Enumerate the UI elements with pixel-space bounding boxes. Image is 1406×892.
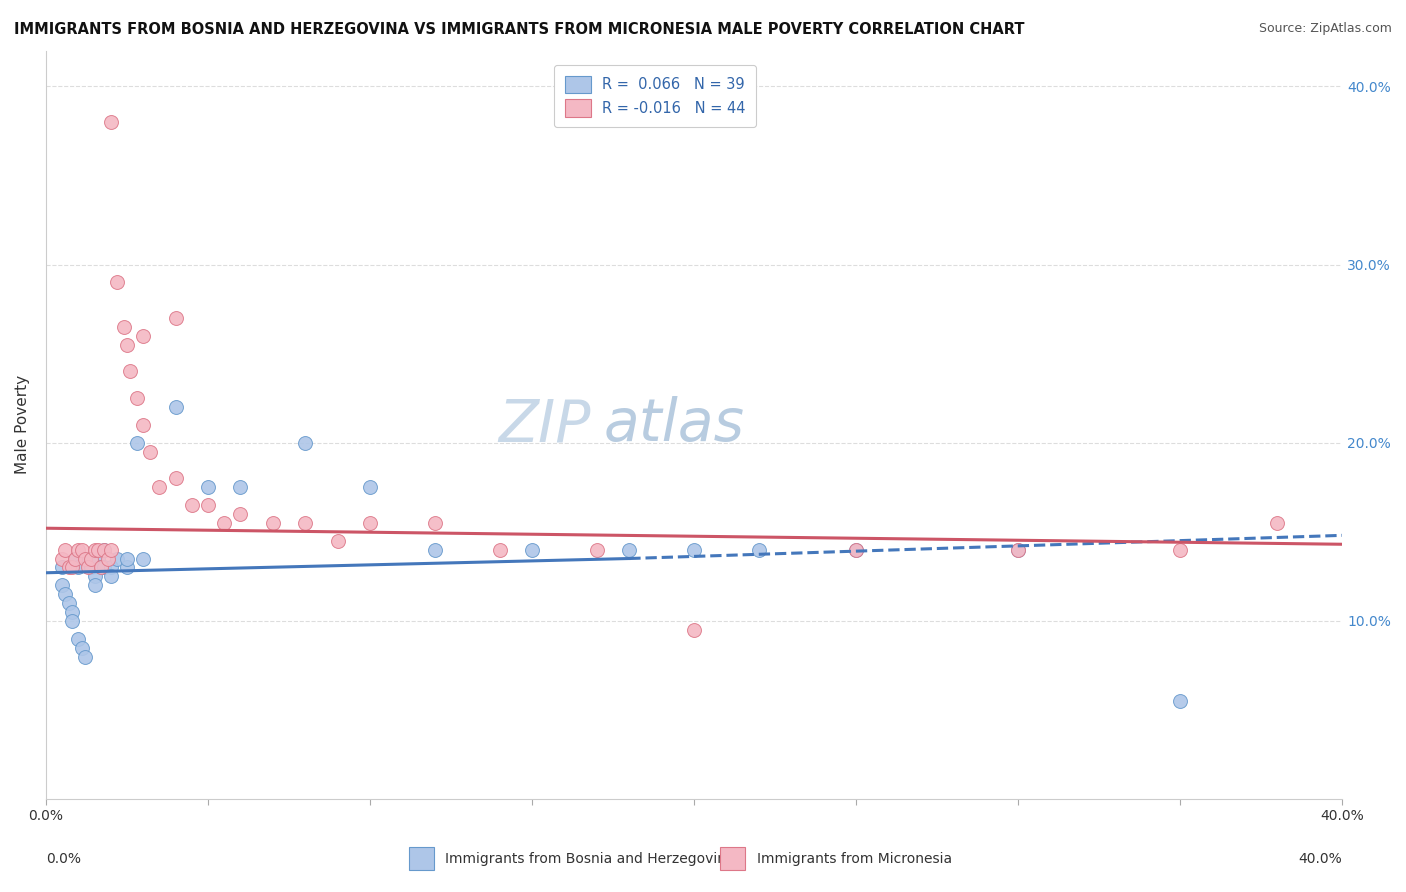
Point (132, 551, 155, 566)
Point (55, 542, 77, 557)
Point (148, 480, 170, 494)
Point (138, 444, 160, 458)
Point (1007, 542, 1029, 557)
Point (51, 560, 73, 574)
Point (488, 542, 510, 557)
Point (83, 578, 105, 592)
Point (212, 516, 235, 530)
Point (63, 551, 86, 566)
Point (229, 507, 252, 521)
Point (70, 542, 93, 557)
Text: atlas: atlas (603, 396, 744, 453)
Point (326, 533, 349, 548)
Point (423, 542, 446, 557)
Point (80, 551, 103, 566)
Point (105, 551, 128, 566)
Point (586, 542, 609, 557)
Point (125, 391, 148, 405)
Point (60, 605, 83, 619)
Point (845, 542, 868, 557)
Point (63, 551, 86, 566)
Point (180, 498, 202, 512)
Point (359, 480, 381, 494)
Point (845, 542, 868, 557)
Point (120, 364, 142, 378)
Point (67, 542, 90, 557)
Point (294, 435, 316, 450)
Text: 0.0%: 0.0% (46, 852, 82, 865)
Point (70, 640, 93, 655)
Point (90, 560, 112, 574)
Point (83, 569, 105, 583)
Point (115, 560, 138, 574)
Text: Immigrants from Micronesia: Immigrants from Micronesia (756, 852, 952, 865)
Point (125, 435, 148, 450)
Text: Immigrants from Bosnia and Herzegovina: Immigrants from Bosnia and Herzegovina (446, 852, 735, 865)
Point (423, 516, 446, 530)
Point (229, 480, 252, 494)
Point (96, 551, 118, 566)
Text: ZIP: ZIP (498, 396, 591, 453)
Point (93, 542, 115, 557)
Point (132, 328, 155, 343)
Point (87, 551, 110, 566)
Point (165, 471, 187, 485)
Point (100, 569, 122, 583)
Point (132, 417, 155, 432)
Text: Source: ZipAtlas.com: Source: ZipAtlas.com (1258, 22, 1392, 36)
Point (55, 587, 77, 601)
Point (115, 337, 138, 351)
Point (73, 649, 96, 664)
Point (1168, 694, 1191, 708)
Point (262, 516, 284, 530)
Point (112, 319, 135, 334)
Point (197, 498, 219, 512)
Point (51, 578, 73, 592)
Point (683, 542, 706, 557)
Point (90, 560, 112, 574)
Point (67, 632, 90, 646)
Point (115, 551, 138, 566)
Point (58, 560, 80, 574)
Point (165, 310, 187, 325)
Text: IMMIGRANTS FROM BOSNIA AND HERZEGOVINA VS IMMIGRANTS FROM MICRONESIA MALE POVERT: IMMIGRANTS FROM BOSNIA AND HERZEGOVINA V… (14, 22, 1025, 37)
Point (105, 276, 128, 290)
Point (83, 542, 105, 557)
Point (80, 560, 103, 574)
Point (58, 596, 80, 610)
Point (87, 542, 110, 557)
Point (100, 560, 122, 574)
Text: 40.0%: 40.0% (1299, 852, 1343, 865)
Point (77, 551, 100, 566)
Y-axis label: Male Poverty: Male Poverty (15, 376, 30, 475)
Point (197, 480, 219, 494)
Legend: R =  0.066   N = 39, R = -0.016   N = 44: R = 0.066 N = 39, R = -0.016 N = 44 (554, 65, 756, 128)
Point (520, 542, 543, 557)
Point (359, 516, 381, 530)
Point (73, 551, 96, 566)
Point (60, 560, 83, 574)
Point (619, 542, 641, 557)
Point (100, 542, 122, 557)
Point (51, 551, 73, 566)
Point (60, 614, 83, 628)
Point (67, 560, 90, 574)
Point (1168, 542, 1191, 557)
Point (93, 560, 115, 574)
Point (294, 516, 316, 530)
Point (683, 623, 706, 637)
Point (93, 542, 115, 557)
Point (748, 542, 770, 557)
Point (1267, 516, 1289, 530)
Point (100, 115, 122, 129)
Point (77, 560, 100, 574)
Point (1007, 542, 1029, 557)
Point (165, 400, 187, 414)
